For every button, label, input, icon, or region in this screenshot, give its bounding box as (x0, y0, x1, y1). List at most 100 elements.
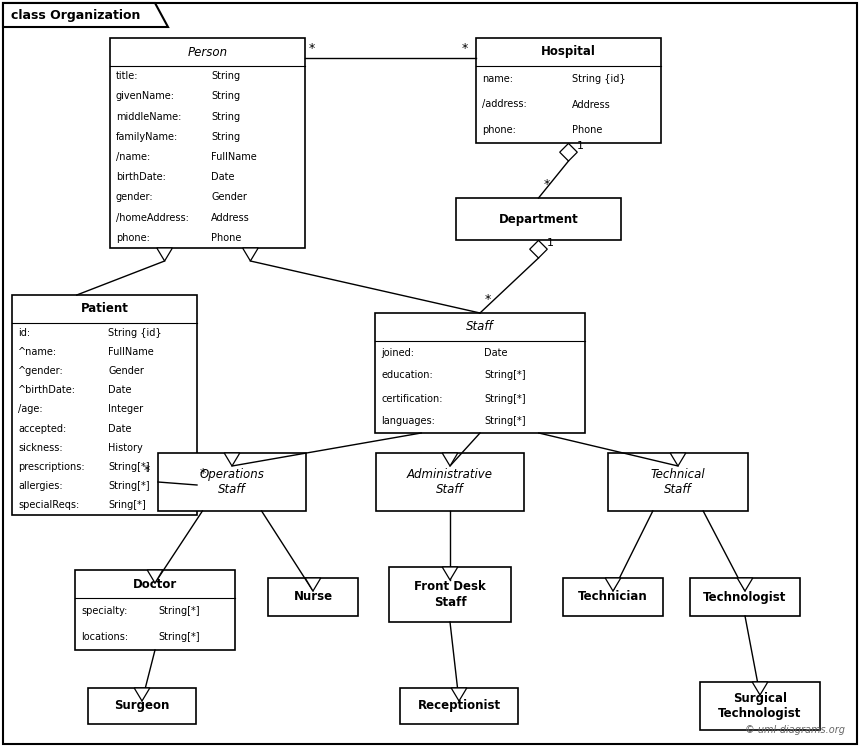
Text: Hospital: Hospital (541, 46, 596, 58)
Polygon shape (134, 688, 150, 701)
Text: *: * (144, 464, 150, 477)
Text: accepted:: accepted: (18, 424, 66, 433)
Bar (376, 453, 524, 511)
Text: specialReqs:: specialReqs: (18, 500, 79, 510)
Text: Staff: Staff (466, 320, 494, 333)
Text: class Organization: class Organization (11, 8, 140, 22)
Text: ^name:: ^name: (18, 347, 57, 357)
Text: String[*]: String[*] (108, 481, 150, 492)
Text: /name:: /name: (116, 152, 150, 162)
Text: Administrative
Staff: Administrative Staff (407, 468, 493, 496)
Bar (690, 578, 800, 616)
Polygon shape (560, 143, 577, 161)
Polygon shape (452, 688, 467, 701)
Bar (563, 578, 663, 616)
Text: String: String (212, 91, 241, 102)
Text: String[*]: String[*] (158, 606, 200, 616)
Text: *: * (544, 178, 550, 191)
Text: String[*]: String[*] (108, 462, 150, 472)
Text: Gender: Gender (108, 366, 144, 376)
Text: Person: Person (187, 46, 228, 58)
Text: Nurse: Nurse (293, 590, 333, 604)
Bar (12, 295, 197, 515)
Text: /age:: /age: (18, 404, 43, 415)
Bar (389, 567, 511, 622)
Text: Phone: Phone (572, 125, 603, 135)
Text: Surgeon: Surgeon (114, 699, 169, 713)
Text: Department: Department (499, 212, 579, 226)
Text: sickness:: sickness: (18, 443, 63, 453)
Text: /address:: /address: (482, 99, 526, 110)
Text: id:: id: (18, 328, 30, 338)
Text: 1: 1 (546, 238, 554, 248)
Text: /homeAddress:: /homeAddress: (116, 213, 189, 223)
Text: Patient: Patient (81, 303, 128, 315)
Text: *: * (309, 42, 316, 55)
Text: education:: education: (381, 371, 433, 380)
Text: ^birthDate:: ^birthDate: (18, 385, 76, 395)
Bar (608, 453, 748, 511)
Text: Date: Date (484, 347, 507, 358)
Bar (375, 313, 585, 433)
Text: Date: Date (108, 424, 132, 433)
Text: Date: Date (108, 385, 132, 395)
Text: title:: title: (116, 71, 138, 81)
Text: Front Desk
Staff: Front Desk Staff (415, 580, 486, 609)
Text: Date: Date (212, 173, 235, 182)
Text: Technical
Staff: Technical Staff (651, 468, 705, 496)
Text: gender:: gender: (116, 193, 154, 202)
Text: String: String (212, 71, 241, 81)
Text: Sring[*]: Sring[*] (108, 500, 146, 510)
Text: languages:: languages: (381, 417, 435, 427)
Bar (476, 38, 661, 143)
Text: phone:: phone: (482, 125, 516, 135)
Text: String[*]: String[*] (158, 632, 200, 642)
Text: 1: 1 (576, 141, 583, 151)
Text: © uml-diagrams.org: © uml-diagrams.org (745, 725, 845, 735)
Text: familyName:: familyName: (116, 131, 178, 142)
Text: String {id}: String {id} (572, 74, 626, 84)
Text: Receptionist: Receptionist (417, 699, 501, 713)
Bar (75, 570, 235, 650)
Polygon shape (605, 578, 621, 591)
Text: String: String (212, 131, 241, 142)
Text: allergies:: allergies: (18, 481, 63, 492)
Polygon shape (530, 241, 547, 258)
Text: *: * (462, 42, 468, 55)
Text: History: History (108, 443, 143, 453)
Text: String: String (212, 111, 241, 122)
Text: certification:: certification: (381, 394, 443, 403)
Polygon shape (752, 682, 768, 695)
Bar (400, 688, 518, 724)
Text: specialty:: specialty: (81, 606, 127, 616)
Text: Technician: Technician (578, 590, 648, 604)
Text: Operations
Staff: Operations Staff (200, 468, 264, 496)
Text: locations:: locations: (81, 632, 128, 642)
Text: String[*]: String[*] (484, 394, 525, 403)
Polygon shape (442, 453, 458, 466)
Text: Address: Address (212, 213, 250, 223)
Bar (110, 38, 305, 248)
Polygon shape (147, 570, 163, 583)
Polygon shape (305, 578, 321, 591)
Text: String[*]: String[*] (484, 417, 525, 427)
Text: birthDate:: birthDate: (116, 173, 166, 182)
Polygon shape (243, 248, 258, 261)
Text: name:: name: (482, 74, 513, 84)
Text: Gender: Gender (212, 193, 248, 202)
Text: Doctor: Doctor (133, 577, 177, 590)
Polygon shape (3, 3, 168, 27)
Text: String[*]: String[*] (484, 371, 525, 380)
Polygon shape (442, 567, 458, 580)
Text: givenName:: givenName: (116, 91, 175, 102)
Text: middleName:: middleName: (116, 111, 181, 122)
Text: *: * (485, 293, 491, 306)
Text: Address: Address (572, 99, 611, 110)
Polygon shape (737, 578, 752, 591)
Text: FullName: FullName (108, 347, 154, 357)
Bar (88, 688, 196, 724)
Bar (700, 682, 820, 730)
Bar (158, 453, 306, 511)
Polygon shape (670, 453, 685, 466)
Polygon shape (224, 453, 240, 466)
